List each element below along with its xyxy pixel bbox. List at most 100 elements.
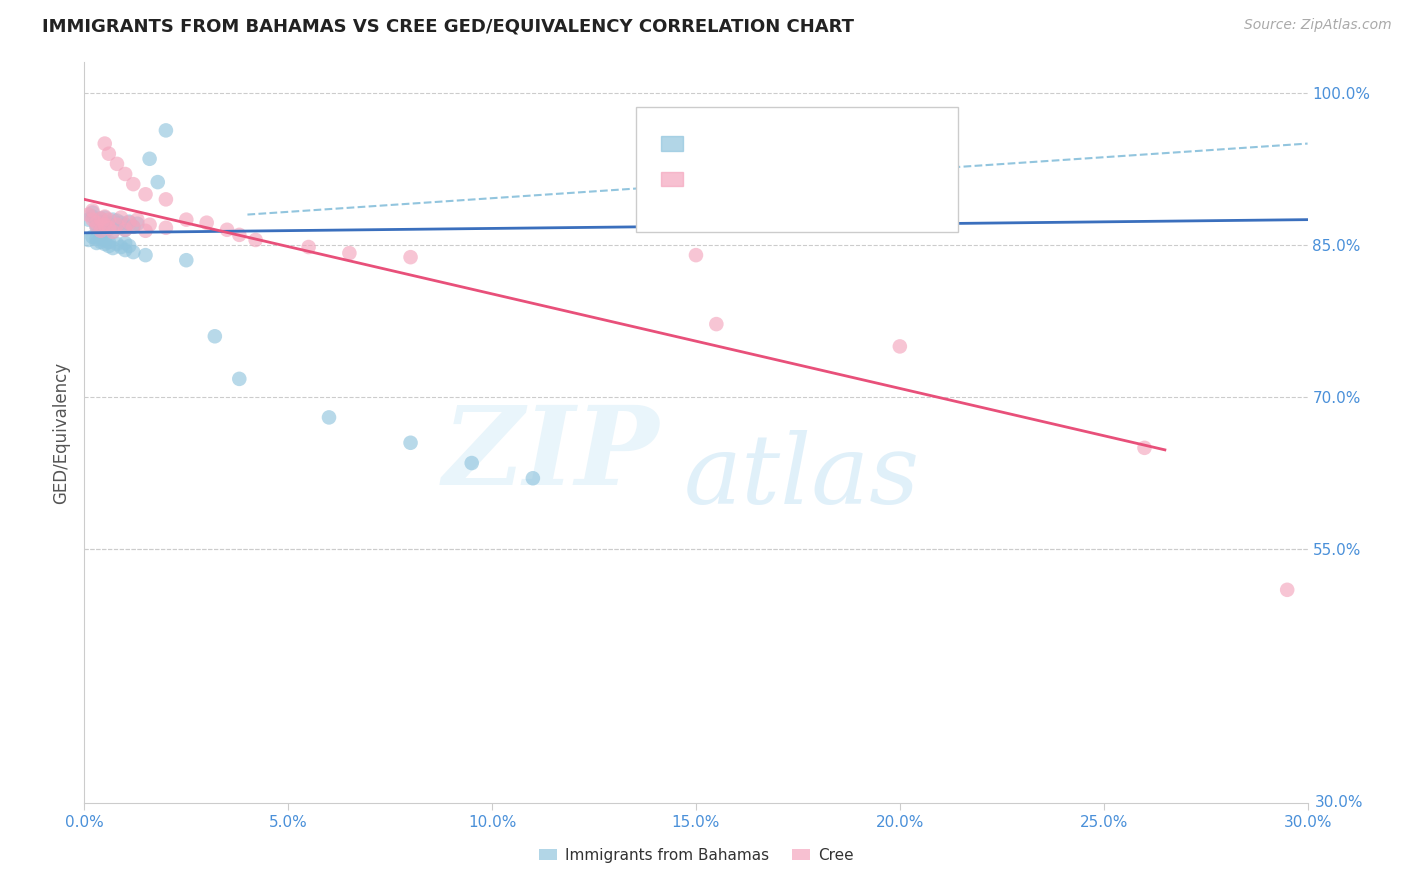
Point (97, 212, 120, 227)
Point (522, 471, 544, 485)
Point (93, 218, 115, 232)
Point (105, 237, 128, 252)
Point (82, 203, 104, 218)
Point (174, 253, 197, 268)
Point (97, 217, 120, 231)
Text: 54: 54 (845, 134, 870, 152)
Point (97, 220, 120, 235)
Point (114, 218, 136, 232)
Point (97, 235, 120, 249)
Point (90, 223, 112, 237)
Point (135, 248, 157, 262)
Point (155, 192, 177, 206)
Point (217, 223, 239, 237)
Point (86, 232, 108, 246)
Point (122, 245, 145, 260)
Text: N =: N = (803, 134, 844, 152)
Point (77, 212, 100, 227)
Point (82, 230, 104, 244)
Point (118, 215, 141, 229)
Point (399, 435, 422, 450)
Point (101, 225, 124, 239)
Text: -0.545: -0.545 (738, 169, 803, 187)
Point (146, 175, 169, 189)
Point (90, 211, 112, 226)
Point (118, 239, 141, 253)
Point (105, 219, 128, 233)
Text: 0.086: 0.086 (738, 134, 796, 152)
Point (174, 212, 197, 227)
Point (101, 225, 124, 239)
Y-axis label: GED/Equivalency: GED/Equivalency (52, 361, 70, 504)
Point (86, 218, 108, 232)
Point (82, 205, 104, 219)
Text: 30.0%: 30.0% (1315, 796, 1362, 810)
Point (889, 339, 911, 353)
Text: N =: N = (813, 169, 853, 187)
Point (135, 187, 157, 202)
Point (101, 241, 124, 255)
Point (122, 219, 145, 234)
Point (93, 233, 115, 247)
Point (399, 250, 422, 264)
Point (706, 317, 728, 331)
Point (93, 136, 115, 151)
Point (110, 220, 132, 235)
Point (114, 235, 136, 250)
Point (110, 211, 132, 225)
Point (90, 224, 112, 238)
Point (82, 210, 104, 224)
Text: IMMIGRANTS FROM BAHAMAS VS CREE GED/EQUIVALENCY CORRELATION CHART: IMMIGRANTS FROM BAHAMAS VS CREE GED/EQUI… (42, 18, 855, 36)
Point (127, 212, 149, 227)
Point (155, 123, 177, 137)
Point (1277, 582, 1299, 597)
Point (86, 235, 108, 250)
Point (110, 240, 132, 254)
Point (93, 210, 115, 224)
Point (105, 218, 128, 232)
Point (86, 213, 108, 227)
Point (138, 152, 160, 166)
Point (93, 237, 115, 252)
Point (77, 233, 100, 247)
Point (97, 239, 120, 253)
Point (685, 248, 707, 262)
Text: 41: 41 (855, 169, 880, 187)
Point (298, 240, 321, 254)
Point (204, 329, 226, 343)
Point (86, 219, 108, 234)
Text: Source: ZipAtlas.com: Source: ZipAtlas.com (1244, 18, 1392, 32)
Point (101, 219, 124, 233)
Text: ZIP: ZIP (443, 401, 659, 508)
Point (93, 215, 115, 229)
Point (82, 212, 104, 227)
Point (105, 157, 128, 171)
Point (155, 220, 177, 235)
Text: R =: R = (699, 134, 738, 152)
Legend: Immigrants from Bahamas, Cree: Immigrants from Bahamas, Cree (533, 842, 859, 869)
Point (101, 212, 124, 227)
Point (114, 223, 136, 237)
Point (86, 216, 108, 230)
Point (90, 235, 112, 249)
Point (86, 219, 108, 234)
Point (318, 410, 340, 425)
Point (122, 219, 145, 234)
Point (90, 216, 112, 230)
Point (97, 146, 120, 161)
Point (228, 227, 250, 242)
Point (138, 218, 160, 232)
Point (105, 213, 128, 227)
Point (77, 208, 100, 222)
Text: atlas: atlas (683, 430, 920, 524)
Point (118, 216, 141, 230)
Point (1133, 441, 1156, 455)
Point (195, 216, 218, 230)
Text: R =: R = (699, 169, 738, 187)
Point (114, 243, 136, 257)
Point (110, 216, 132, 230)
Point (127, 217, 149, 231)
Point (135, 224, 157, 238)
Point (122, 177, 145, 191)
Point (339, 246, 361, 260)
